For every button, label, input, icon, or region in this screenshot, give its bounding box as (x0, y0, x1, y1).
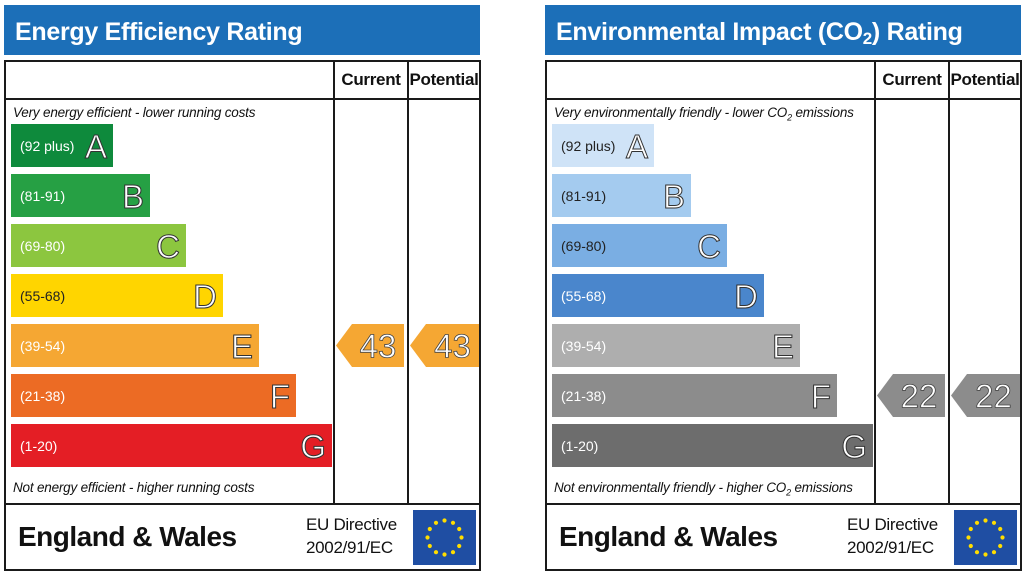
band-letter: E (230, 328, 253, 366)
band-range-label: (69-80) (561, 238, 607, 254)
band-letter: A (625, 128, 648, 166)
band-letter: D (734, 278, 759, 316)
band-a: (92 plus) A (11, 124, 113, 167)
band-b: (81-91) B (11, 174, 150, 217)
band-d: (55-68) D (552, 274, 764, 317)
band-range-label: (21-38) (561, 388, 607, 404)
band-letter: G (300, 428, 327, 466)
rating-value: 22 (901, 378, 938, 415)
band-range-label: (69-80) (20, 238, 66, 254)
band-f: (21-38) F (11, 374, 296, 417)
current-column-header: Current (882, 70, 942, 89)
band-e: (39-54) E (552, 324, 800, 367)
band-letter: C (697, 228, 722, 266)
band-e: (39-54) E (11, 324, 259, 367)
rating-value: 43 (360, 328, 397, 365)
band-range-label: (81-91) (561, 188, 607, 204)
band-letter: A (84, 128, 107, 166)
band-letter: F (269, 378, 290, 416)
band-letter: B (662, 178, 685, 216)
band-range-label: (81-91) (20, 188, 66, 204)
current-rating-arrow: 22 (877, 374, 945, 417)
band-letter: B (121, 178, 144, 216)
rating-value: 43 (434, 328, 471, 365)
band-letter: D (193, 278, 218, 316)
energy-efficiency-chart: Current Potential Very energy efficient … (4, 60, 481, 505)
band-letter: G (841, 428, 868, 466)
current-column-header: Current (341, 70, 401, 89)
band-g: (1-20) G (11, 424, 332, 467)
band-range-label: (55-68) (561, 288, 607, 304)
eu-flag-icon (954, 510, 1017, 565)
band-range-label: (1-20) (20, 438, 58, 454)
energy-footer: England & Wales EU Directive 2002/91/EC (4, 505, 481, 571)
country-label: England & Wales (559, 521, 778, 552)
potential-rating-arrow: 22 (951, 374, 1020, 417)
band-range-label: (39-54) (561, 338, 607, 354)
band-b: (81-91) B (552, 174, 691, 217)
potential-column-header: Potential (409, 70, 479, 89)
band-g: (1-20) G (552, 424, 873, 467)
bottom-note: Not environmentally friendly - higher CO… (554, 480, 853, 498)
band-c: (69-80) C (552, 224, 727, 267)
band-d: (55-68) D (11, 274, 223, 317)
top-note: Very environmentally friendly - lower CO… (554, 105, 854, 123)
band-range-label: (21-38) (20, 388, 66, 404)
environmental-footer: England & Wales EU Directive 2002/91/EC (545, 505, 1022, 571)
environmental-impact-title: Environmental Impact (CO2) Rating (545, 5, 1021, 55)
energy-efficiency-panel: Energy Efficiency Rating Current Potenti… (4, 0, 482, 573)
band-range-label: (1-20) (561, 438, 599, 454)
rating-value: 22 (975, 378, 1012, 415)
bottom-note: Not energy efficient - higher running co… (13, 480, 255, 495)
band-letter: C (156, 228, 181, 266)
eu-directive-label: EU Directive 2002/91/EC (306, 515, 397, 557)
country-label: England & Wales (18, 521, 237, 552)
band-range-label: (92 plus) (561, 138, 616, 154)
eu-directive-label: EU Directive 2002/91/EC (847, 515, 938, 557)
energy-efficiency-title: Energy Efficiency Rating (4, 5, 480, 55)
band-f: (21-38) F (552, 374, 837, 417)
band-range-label: (55-68) (20, 288, 66, 304)
band-range-label: (92 plus) (20, 138, 75, 154)
environmental-impact-panel: Environmental Impact (CO2) Rating Curren… (545, 0, 1023, 573)
eu-flag-icon (413, 510, 476, 565)
band-letter: E (771, 328, 794, 366)
environmental-impact-chart: Current Potential Very environmentally f… (545, 60, 1022, 505)
band-c: (69-80) C (11, 224, 186, 267)
band-a: (92 plus) A (552, 124, 654, 167)
band-letter: F (810, 378, 831, 416)
band-range-label: (39-54) (20, 338, 66, 354)
potential-rating-arrow: 43 (410, 324, 479, 367)
potential-column-header: Potential (950, 70, 1020, 89)
top-note: Very energy efficient - lower running co… (13, 105, 256, 120)
current-rating-arrow: 43 (336, 324, 404, 367)
